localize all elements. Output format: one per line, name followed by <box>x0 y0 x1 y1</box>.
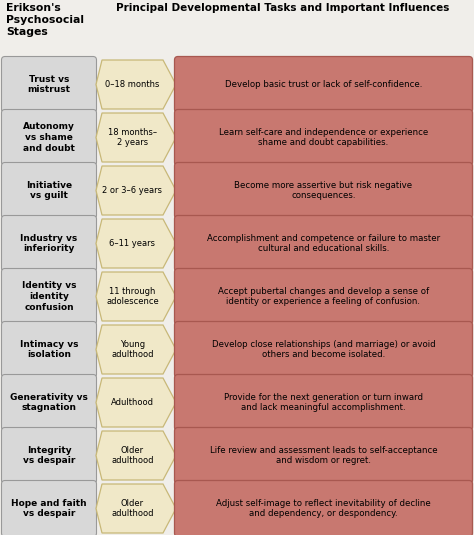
FancyBboxPatch shape <box>174 57 473 112</box>
Text: Older
adulthood: Older adulthood <box>111 499 154 518</box>
Text: Provide for the next generation or turn inward
and lack meaningful accomplishmen: Provide for the next generation or turn … <box>224 393 423 412</box>
Text: Generativity vs
stagnation: Generativity vs stagnation <box>10 393 88 412</box>
Text: Adjust self-image to reflect inevitability of decline
and dependency, or despond: Adjust self-image to reflect inevitabili… <box>216 499 431 518</box>
Text: Young
adulthood: Young adulthood <box>111 340 154 359</box>
FancyBboxPatch shape <box>174 322 473 378</box>
Polygon shape <box>96 378 176 427</box>
Polygon shape <box>96 60 176 109</box>
FancyBboxPatch shape <box>174 163 473 218</box>
Text: Erikson's
Psychosocial
Stages: Erikson's Psychosocial Stages <box>6 3 84 37</box>
Text: Hope and faith
vs despair: Hope and faith vs despair <box>11 499 87 518</box>
FancyBboxPatch shape <box>1 374 97 431</box>
Polygon shape <box>96 484 176 533</box>
Text: 11 through
adolescence: 11 through adolescence <box>106 287 159 306</box>
FancyBboxPatch shape <box>1 163 97 218</box>
Text: Become more assertive but risk negative
consequences.: Become more assertive but risk negative … <box>235 181 412 201</box>
FancyBboxPatch shape <box>174 427 473 484</box>
Text: Identity vs
identity
confusion: Identity vs identity confusion <box>22 281 76 312</box>
Text: Develop basic trust or lack of self-confidence.: Develop basic trust or lack of self-conf… <box>225 80 422 89</box>
Text: Trust vs
mistrust: Trust vs mistrust <box>27 74 71 94</box>
Polygon shape <box>96 219 176 268</box>
FancyBboxPatch shape <box>174 480 473 535</box>
Text: Intimacy vs
isolation: Intimacy vs isolation <box>20 340 78 360</box>
Text: Accomplishment and competence or failure to master
cultural and educational skil: Accomplishment and competence or failure… <box>207 234 440 254</box>
Text: Develop close relationships (and marriage) or avoid
others and become isolated.: Develop close relationships (and marriag… <box>212 340 435 360</box>
Text: Older
adulthood: Older adulthood <box>111 446 154 465</box>
Text: Principal Developmental Tasks and Important Influences: Principal Developmental Tasks and Import… <box>116 3 449 13</box>
FancyBboxPatch shape <box>174 216 473 271</box>
Polygon shape <box>96 325 176 374</box>
FancyBboxPatch shape <box>1 269 97 325</box>
Text: 0–18 months: 0–18 months <box>105 80 160 89</box>
FancyBboxPatch shape <box>1 110 97 165</box>
FancyBboxPatch shape <box>174 269 473 325</box>
Text: Learn self-care and independence or experience
shame and doubt capabilities.: Learn self-care and independence or expe… <box>219 128 428 147</box>
Text: 18 months–
2 years: 18 months– 2 years <box>108 128 157 147</box>
FancyBboxPatch shape <box>1 480 97 535</box>
FancyBboxPatch shape <box>1 322 97 378</box>
Text: Life review and assessment leads to self-acceptance
and wisdom or regret.: Life review and assessment leads to self… <box>210 446 438 465</box>
Polygon shape <box>96 166 176 215</box>
FancyBboxPatch shape <box>174 110 473 165</box>
Text: Integrity
vs despair: Integrity vs despair <box>23 446 75 465</box>
Polygon shape <box>96 272 176 321</box>
Polygon shape <box>96 113 176 162</box>
Text: Initiative
vs guilt: Initiative vs guilt <box>26 181 72 201</box>
Text: Industry vs
inferiority: Industry vs inferiority <box>20 234 78 254</box>
FancyBboxPatch shape <box>1 216 97 271</box>
Text: Accept pubertal changes and develop a sense of
identity or experience a feeling : Accept pubertal changes and develop a se… <box>218 287 429 307</box>
FancyBboxPatch shape <box>174 374 473 431</box>
Polygon shape <box>96 431 176 480</box>
Text: 6–11 years: 6–11 years <box>109 239 155 248</box>
Text: Adulthood: Adulthood <box>111 398 154 407</box>
Text: 2 or 3–6 years: 2 or 3–6 years <box>102 186 163 195</box>
FancyBboxPatch shape <box>1 57 97 112</box>
Text: Autonomy
vs shame
and doubt: Autonomy vs shame and doubt <box>23 123 75 153</box>
FancyBboxPatch shape <box>1 427 97 484</box>
